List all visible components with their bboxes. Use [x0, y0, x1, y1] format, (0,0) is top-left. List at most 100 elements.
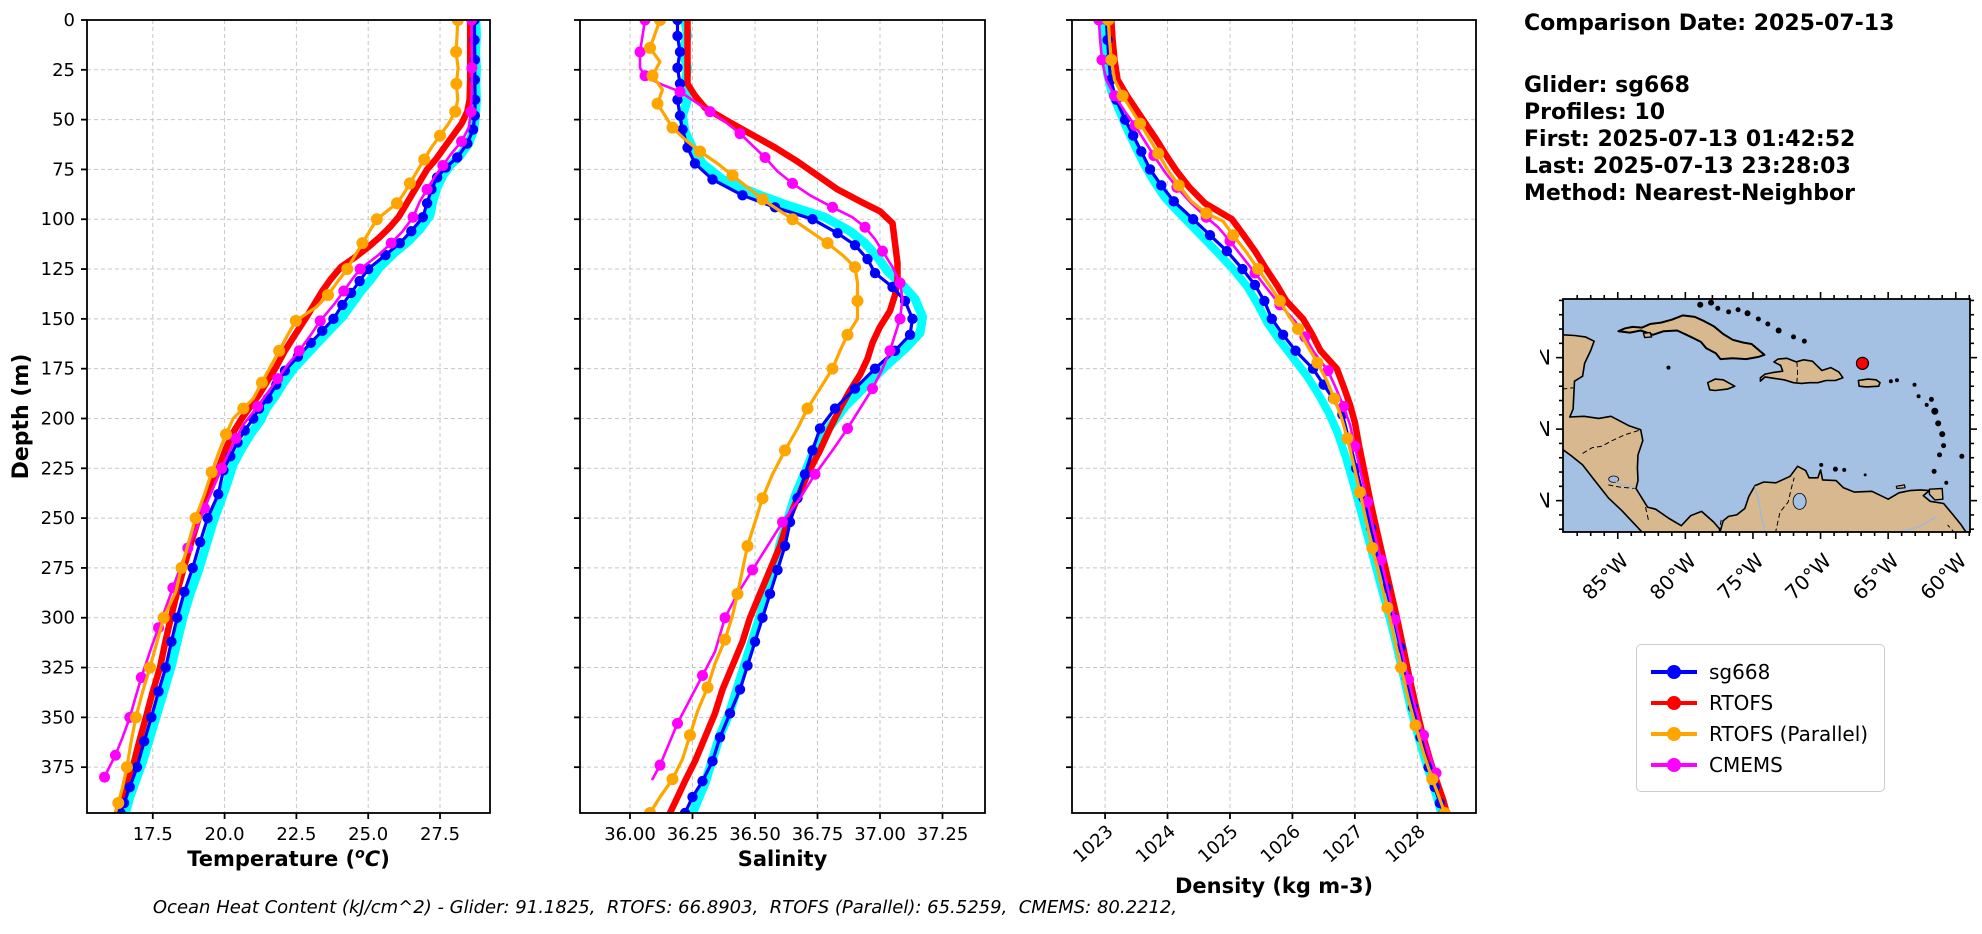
density-xtick-label: 1026	[1257, 821, 1305, 867]
salinity-marker	[719, 633, 731, 646]
ohc-annotation: Ocean Heat Content (kJ/cm^2) - Glider: 9…	[152, 897, 1178, 918]
density-marker	[1277, 329, 1289, 341]
temperature-marker	[120, 761, 133, 774]
density-marker	[1204, 229, 1216, 241]
salinity-marker	[827, 201, 838, 213]
temperature-marker	[466, 20, 478, 26]
salinity-marker	[666, 121, 679, 134]
small-island	[1775, 327, 1782, 334]
legend-line-marker-icon	[1651, 726, 1697, 742]
small-island	[1791, 334, 1797, 340]
density-marker	[1361, 496, 1373, 508]
salinity-marker	[726, 169, 739, 182]
density-marker	[1353, 486, 1366, 499]
small-island	[1931, 407, 1939, 415]
temperature-marker	[153, 686, 164, 697]
salinity-marker	[829, 403, 841, 414]
map-lon-label: 65°W	[1848, 548, 1904, 604]
temperature-axes-box	[86, 19, 491, 814]
density-series-rtofs	[1108, 20, 1450, 813]
salinity-marker	[674, 78, 686, 89]
small-island	[1744, 310, 1751, 317]
land-hispaniola	[1759, 357, 1844, 385]
density-marker	[1093, 20, 1105, 26]
density-marker	[1096, 54, 1108, 66]
density-marker	[1375, 554, 1387, 566]
temperature-xtick-label: 25.0	[348, 824, 388, 845]
salinity-marker	[792, 492, 803, 504]
salinity-marker	[646, 69, 659, 82]
temperature-marker	[465, 106, 477, 118]
salinity-marker	[672, 30, 683, 42]
salinity-marker	[787, 177, 798, 189]
density-marker	[1156, 180, 1167, 191]
country-border	[1645, 506, 1650, 523]
density-axes-box	[1071, 19, 1477, 814]
legend-line-marker-icon	[1651, 664, 1697, 680]
temperature-marker	[385, 237, 397, 249]
density-marker	[1409, 719, 1422, 732]
salinity-marker	[807, 214, 818, 225]
land-isla-juventud	[1642, 331, 1653, 339]
temperature-marker	[157, 611, 170, 624]
salinity-marker	[859, 221, 871, 233]
density-marker	[1426, 773, 1439, 786]
small-island	[1666, 365, 1671, 370]
small-island	[1944, 480, 1949, 485]
salinity-marker	[707, 174, 718, 185]
density-marker	[1366, 542, 1379, 555]
temperature-marker	[171, 612, 183, 623]
density-marker	[1349, 440, 1361, 452]
density-marker	[1237, 263, 1248, 275]
temperature-marker	[406, 226, 417, 237]
salinity-xtick-label: 36.25	[667, 824, 719, 845]
small-island	[1697, 301, 1704, 308]
salinity-marker	[689, 158, 701, 169]
map-lat-label: 20°N	[1540, 346, 1551, 370]
temperature-marker	[456, 136, 468, 148]
small-island	[1931, 468, 1937, 474]
salinity-marker	[679, 807, 691, 813]
comparison-date: Comparison Date: 2025-07-13	[1524, 11, 1895, 36]
salinity-marker	[666, 773, 679, 786]
salinity-marker	[894, 313, 906, 325]
density-marker	[1322, 365, 1334, 377]
small-island	[1715, 305, 1721, 311]
density-marker	[1172, 179, 1185, 192]
land-jamaica	[1706, 378, 1736, 392]
salinity-grid	[580, 19, 985, 813]
temperature-marker	[341, 263, 354, 276]
temperature-marker	[449, 105, 462, 118]
density-marker	[1273, 294, 1286, 307]
salinity-marker	[694, 145, 706, 158]
depth-tick-label: 100	[41, 209, 75, 230]
salinity-marker	[677, 124, 688, 135]
map-lon-label: 80°W	[1645, 548, 1701, 604]
temperature-marker	[328, 313, 339, 325]
salinity-marker	[764, 588, 776, 600]
country-border	[1796, 361, 1799, 382]
map-lon-label: 85°W	[1577, 548, 1633, 604]
temperature-marker	[452, 152, 463, 163]
temperature-marker	[289, 314, 302, 327]
density-xtick-label: 1028	[1382, 821, 1430, 867]
density-marker	[1168, 196, 1179, 207]
salinity-marker	[884, 345, 896, 357]
temperature-marker	[99, 771, 111, 783]
temperature-marker	[450, 45, 463, 58]
salinity-series-rtofs	[666, 20, 901, 813]
temperature-xtick-label: 20.0	[205, 824, 245, 845]
temperature-marker	[205, 466, 218, 479]
salinity-marker	[777, 516, 788, 528]
salinity-series-sg668-raw-	[678, 20, 927, 813]
density-axis-label: Density (kg m-3)	[1175, 874, 1373, 898]
small-island	[1888, 379, 1893, 384]
salinity-marker	[687, 791, 698, 803]
salinity-marker	[832, 227, 843, 239]
land-south-america	[1719, 465, 1967, 532]
depth-tick-label: 275	[41, 558, 75, 579]
small-island	[1755, 316, 1761, 322]
temperature-marker	[450, 77, 463, 90]
salinity-marker	[841, 328, 854, 341]
salinity-marker	[704, 106, 716, 118]
